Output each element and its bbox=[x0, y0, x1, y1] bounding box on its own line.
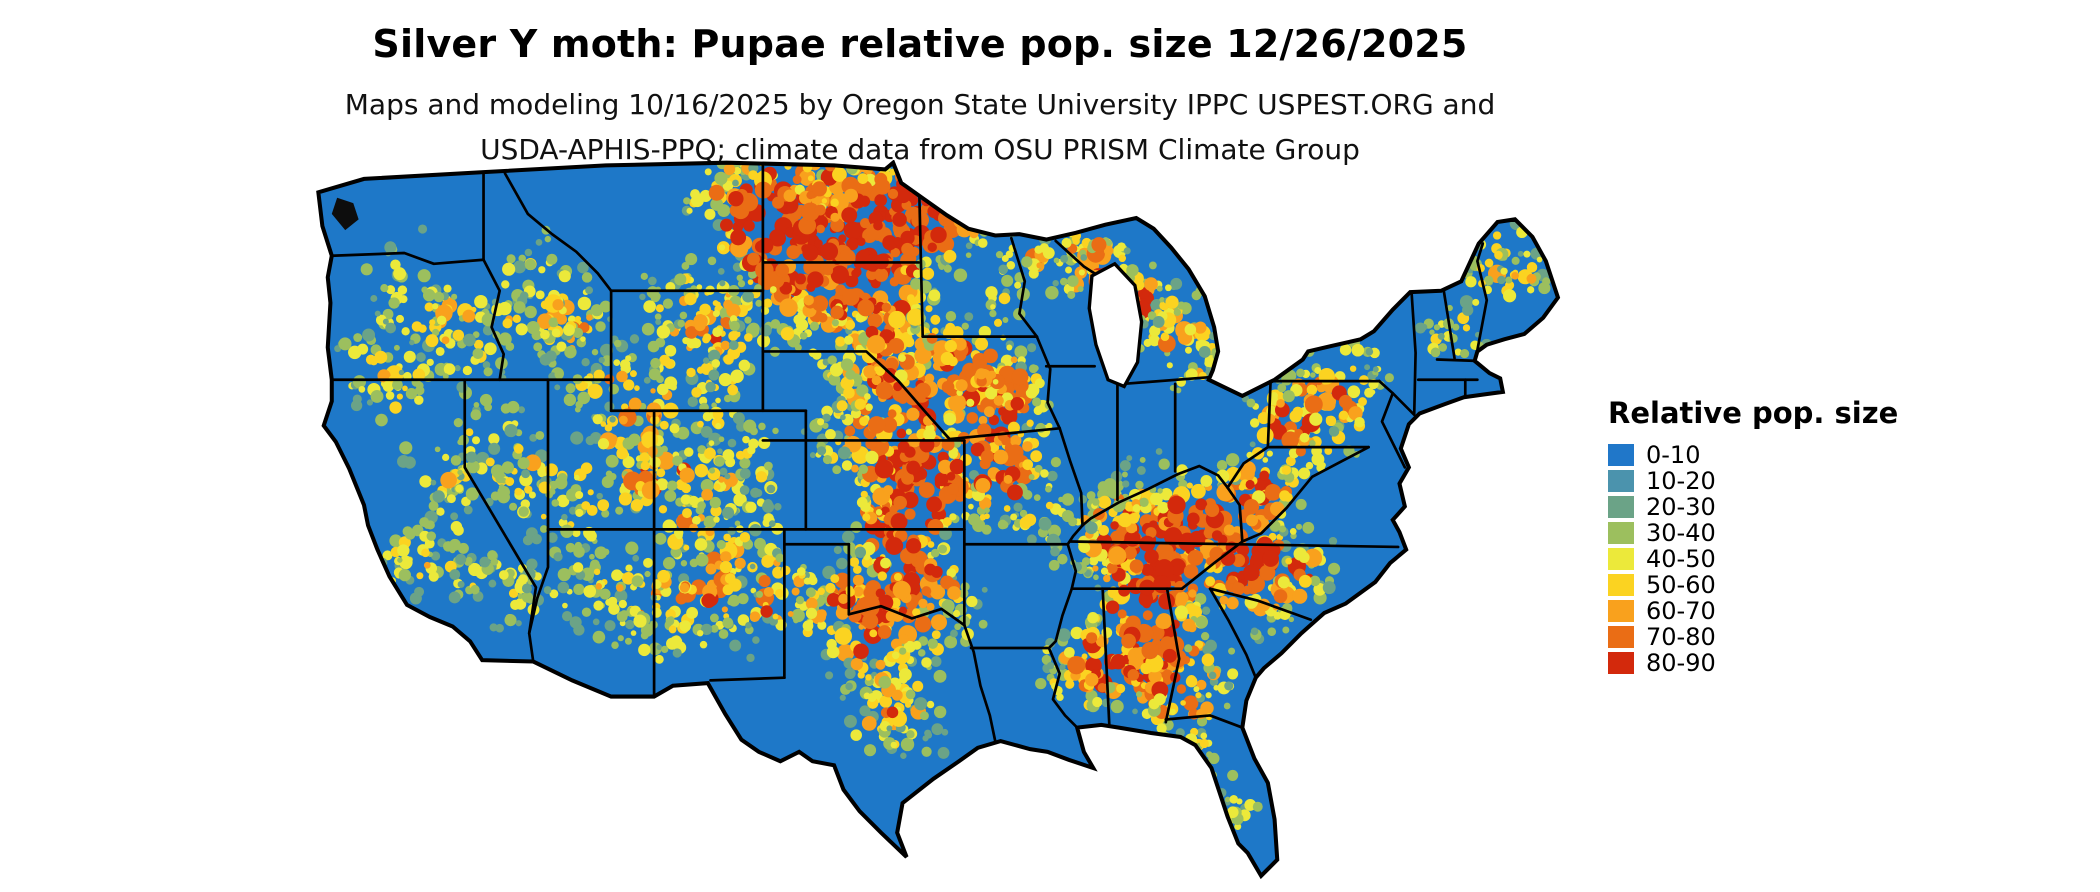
state-border bbox=[1101, 587, 1111, 728]
lake-michigan bbox=[1087, 261, 1144, 389]
state-border bbox=[962, 623, 997, 743]
state-border bbox=[482, 258, 506, 382]
legend-item: 30-40 bbox=[1608, 519, 1928, 547]
state-border bbox=[1208, 587, 1258, 680]
state-border bbox=[1081, 464, 1244, 543]
legend-swatch bbox=[1608, 522, 1634, 544]
state-border bbox=[527, 528, 550, 635]
legend-title: Relative pop. size bbox=[1608, 396, 1899, 430]
state-border bbox=[1164, 714, 1244, 729]
state-border bbox=[761, 350, 951, 441]
state-border bbox=[1009, 236, 1039, 338]
legend-item: 40-50 bbox=[1608, 545, 1928, 573]
legend-item: 50-60 bbox=[1608, 571, 1928, 599]
legend-label: 80-90 bbox=[1646, 649, 1716, 677]
legend-swatch bbox=[1608, 574, 1634, 596]
figure-title: Silver Y moth: Pupae relative pop. size … bbox=[372, 22, 1468, 66]
state-border bbox=[1442, 289, 1456, 360]
state-border bbox=[463, 378, 538, 663]
legend-item: 10-20 bbox=[1608, 467, 1928, 495]
state-border bbox=[847, 604, 966, 627]
state-border bbox=[1226, 445, 1270, 489]
state-border bbox=[1180, 540, 1244, 591]
subtitle-line-2: USDA-APHIS-PPQ; climate data from OSU PR… bbox=[480, 133, 1360, 166]
puget-sound-area bbox=[331, 197, 359, 231]
legend-item: 0-10 bbox=[1608, 441, 1928, 469]
legend-swatch bbox=[1608, 626, 1634, 648]
state-border bbox=[1035, 335, 1062, 430]
legend-label: 40-50 bbox=[1646, 545, 1716, 573]
state-border bbox=[1047, 523, 1084, 728]
state-border bbox=[1410, 290, 1417, 415]
legend-items: 0-10 10-20 20-30 30-40 40-50 50-60 60-70 70-80 8… bbox=[1608, 441, 1928, 677]
legend-label: 0-10 bbox=[1646, 441, 1701, 469]
legend-label: 20-30 bbox=[1646, 493, 1716, 521]
state-border bbox=[1435, 358, 1478, 363]
legend-item: 20-30 bbox=[1608, 493, 1928, 521]
legend-swatch bbox=[1608, 444, 1634, 466]
legend-item: 70-80 bbox=[1608, 623, 1928, 651]
subtitle-line-1: Maps and modeling 10/16/2025 by Oregon S… bbox=[344, 88, 1496, 121]
legend-label: 60-70 bbox=[1646, 597, 1716, 625]
legend-swatch bbox=[1608, 652, 1634, 674]
state-border bbox=[1266, 381, 1272, 449]
state-border bbox=[1069, 540, 1400, 549]
state-border bbox=[1240, 445, 1370, 543]
legend-swatch bbox=[1608, 470, 1634, 492]
state-border bbox=[1122, 375, 1213, 386]
legend-label: 70-80 bbox=[1646, 623, 1716, 651]
legend: Relative pop. size 0-10 10-20 20-30 30-40 40… bbox=[1608, 396, 1928, 678]
legend-swatch bbox=[1608, 496, 1634, 518]
map-raster-layer bbox=[318, 162, 1558, 876]
us-map-svg bbox=[316, 160, 1561, 880]
state-border bbox=[1391, 391, 1416, 417]
legend-label: 50-60 bbox=[1646, 571, 1716, 599]
legend-swatch bbox=[1608, 600, 1634, 622]
state-border bbox=[1377, 379, 1407, 469]
state-border bbox=[503, 172, 613, 293]
state-border bbox=[1476, 242, 1489, 352]
state-border bbox=[1164, 587, 1181, 724]
state-border bbox=[1208, 587, 1313, 622]
figure-subtitle: Maps and modeling 10/16/2025 by Oregon S… bbox=[0, 82, 1840, 172]
us-map bbox=[270, 160, 1566, 888]
state-border bbox=[948, 426, 1062, 441]
state-border bbox=[709, 676, 786, 682]
population-raster bbox=[334, 162, 1551, 831]
state-borders bbox=[327, 164, 1489, 743]
legend-swatch bbox=[1608, 548, 1634, 570]
legend-label: 10-20 bbox=[1646, 467, 1716, 495]
legend-item: 80-90 bbox=[1608, 649, 1928, 677]
state-border bbox=[1058, 426, 1084, 527]
legend-label: 30-40 bbox=[1646, 519, 1716, 547]
state-border bbox=[330, 251, 485, 266]
legend-item: 60-70 bbox=[1608, 597, 1928, 625]
us-outline bbox=[316, 160, 1561, 880]
